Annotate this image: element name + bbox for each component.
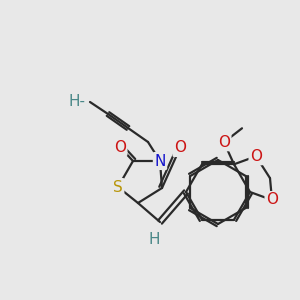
Text: H: H: [148, 232, 160, 247]
Text: H-: H-: [69, 94, 86, 110]
Text: N: N: [154, 154, 166, 169]
Text: O: O: [218, 135, 230, 150]
Text: O: O: [174, 140, 186, 155]
Text: O: O: [250, 149, 262, 164]
Text: O: O: [266, 193, 278, 208]
Text: O: O: [114, 140, 126, 154]
Text: S: S: [113, 179, 123, 194]
